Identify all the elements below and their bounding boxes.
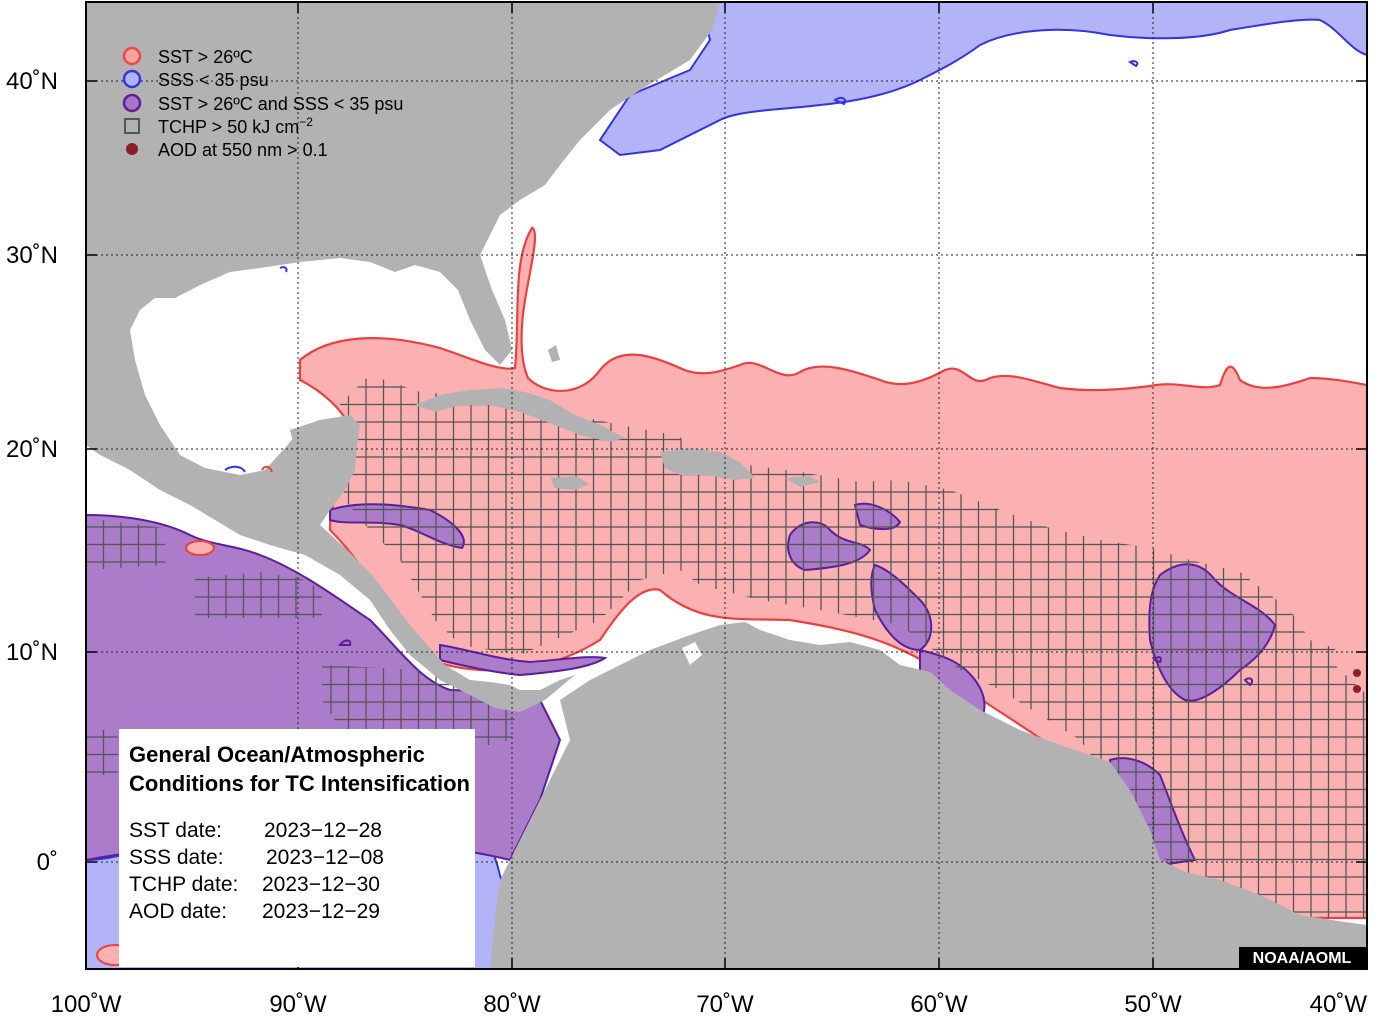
- sss-region-north-atlantic: [598, 2, 1367, 157]
- x-tick-label: 100˚W: [51, 991, 122, 1018]
- tchp-date-value: 2023−12−30: [262, 873, 380, 896]
- land: [86, 2, 1367, 969]
- legend-label-tchp: TCHP > 50 kJ cm−2: [158, 115, 313, 137]
- tick-marks: [86, 2, 1367, 969]
- y-axis-labels: 40˚N 30˚N 20˚N 10˚N 0˚: [6, 68, 58, 876]
- legend-label-aod: AOD at 550 nm > 0.1: [158, 140, 328, 160]
- y-tick-label: 30˚N: [6, 242, 58, 269]
- aod-date-label: AOD date:: [129, 900, 227, 923]
- x-tick-label: 90˚W: [269, 991, 327, 1018]
- legend-label-both: SST > 26ºC and SSS < 35 psu: [158, 94, 403, 114]
- x-axis-labels: 100˚W 90˚W 80˚W 70˚W 60˚W 50˚W 40˚W: [51, 991, 1368, 1018]
- aod-dot: [1353, 669, 1361, 677]
- legend-swatch-tchp: [124, 118, 140, 134]
- legend-label-sss: SSS < 35 psu: [158, 70, 269, 90]
- sst-patch-pacific: [185, 540, 215, 556]
- legend: SST > 26ºC SSS < 35 psu SST > 26ºC and S…: [122, 46, 403, 160]
- x-tick-label: 50˚W: [1124, 991, 1182, 1018]
- y-tick-label: 40˚N: [6, 68, 58, 95]
- info-title-line2: Conditions for TC Intensification: [129, 771, 470, 796]
- y-tick-label: 20˚N: [6, 436, 58, 463]
- map-frame: [85, 1, 1368, 970]
- legend-swatch-both: [122, 93, 142, 113]
- legend-swatch-sst: [122, 46, 142, 66]
- credit-badge: NOAA/AOML: [1239, 947, 1366, 968]
- sss-date-value: 2023−12−08: [266, 846, 384, 869]
- minor-contours: [224, 60, 1254, 687]
- legend-swatch-sss: [122, 69, 142, 89]
- x-tick-label: 60˚W: [910, 991, 968, 1018]
- info-box: General Ocean/Atmospheric Conditions for…: [119, 729, 475, 967]
- sst-date-label: SST date:: [129, 819, 222, 842]
- info-title-line1: General Ocean/Atmospheric: [129, 742, 425, 767]
- x-tick-label: 40˚W: [1310, 991, 1368, 1018]
- y-tick-label: 10˚N: [6, 639, 58, 666]
- legend-label-sst: SST > 26ºC: [158, 47, 253, 67]
- credit-text: NOAA/AOML: [1253, 950, 1352, 967]
- y-tick-label: 0˚: [37, 849, 58, 876]
- x-tick-label: 70˚W: [696, 991, 754, 1018]
- x-tick-label: 80˚W: [483, 991, 541, 1018]
- aod-dot: [1353, 685, 1361, 693]
- sss-date-label: SSS date:: [129, 846, 224, 869]
- aod-date-value: 2023−12−29: [262, 900, 380, 923]
- sst-date-value: 2023−12−28: [264, 819, 382, 842]
- legend-swatch-aod: [126, 143, 138, 155]
- tchp-date-label: TCHP date:: [129, 873, 238, 896]
